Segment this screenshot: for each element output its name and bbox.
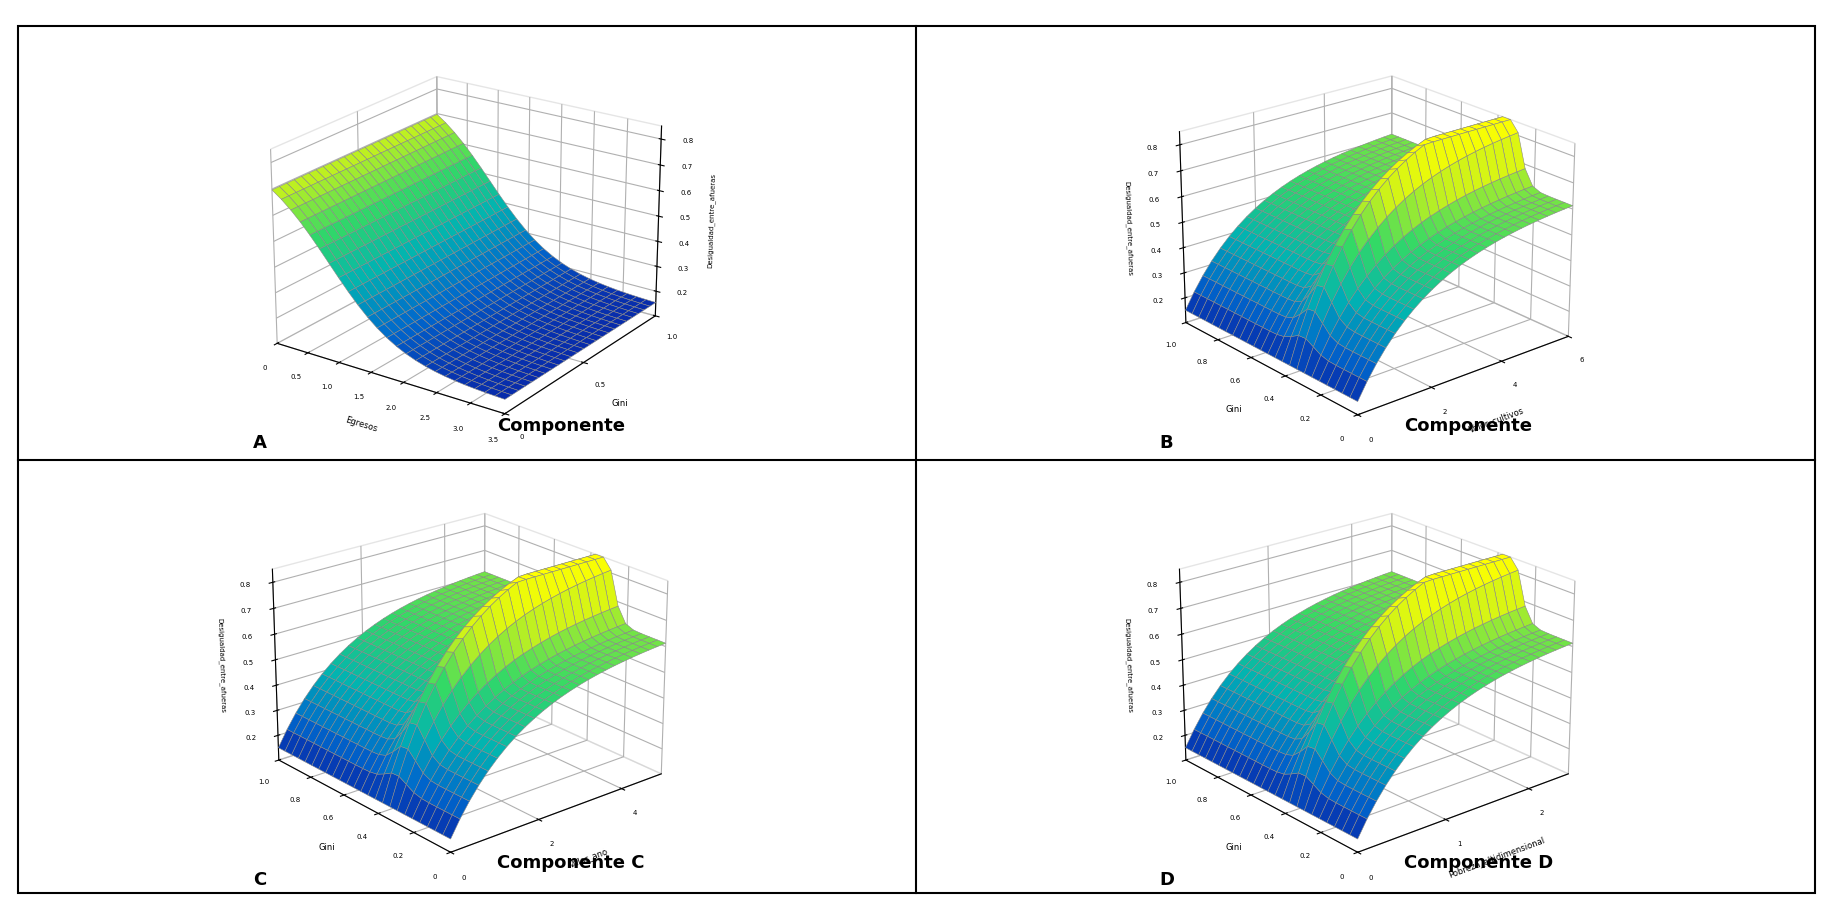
Text: D: D xyxy=(1160,871,1174,888)
Text: x10^5: x10^5 xyxy=(1358,910,1381,911)
Y-axis label: Gini: Gini xyxy=(1226,404,1242,414)
Y-axis label: Gini: Gini xyxy=(612,399,628,408)
Text: Componente: Componente xyxy=(1403,416,1532,435)
Text: C: C xyxy=(253,871,266,888)
X-axis label: Egresos: Egresos xyxy=(344,415,377,433)
Text: B: B xyxy=(1160,434,1172,452)
X-axis label: Pobreza_altidimensional: Pobreza_altidimensional xyxy=(1445,834,1544,878)
Y-axis label: Gini: Gini xyxy=(319,842,335,851)
Text: Componente: Componente xyxy=(496,416,625,435)
Text: Componente D: Componente D xyxy=(1403,854,1554,871)
Text: Componente C: Componente C xyxy=(496,854,645,871)
Text: x10^5: x10^5 xyxy=(451,910,474,911)
X-axis label: Valor_ano: Valor_ano xyxy=(568,845,610,868)
Text: A: A xyxy=(253,434,266,452)
Text: x10^10: x10^10 xyxy=(449,473,476,479)
X-axis label: Valor_cultivos: Valor_cultivos xyxy=(1467,405,1524,434)
Y-axis label: Gini: Gini xyxy=(1226,842,1242,851)
Text: x10^11: x10^11 xyxy=(1356,473,1383,479)
